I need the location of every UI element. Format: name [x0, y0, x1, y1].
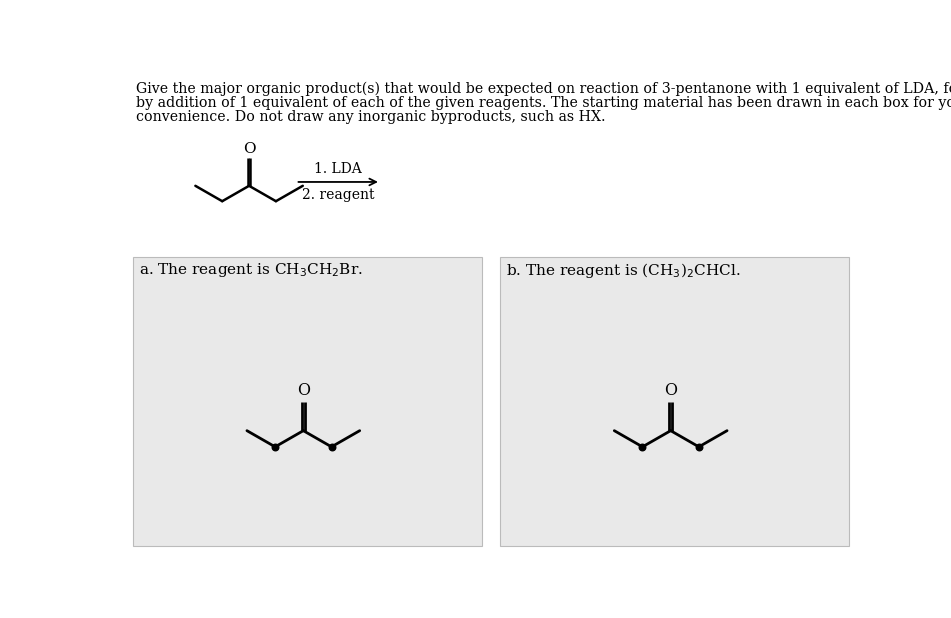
Bar [133, 258, 481, 546]
Text: convenience. Do not draw any inorganic byproducts, such as HX.: convenience. Do not draw any inorganic b… [136, 109, 606, 124]
Text: O: O [664, 382, 677, 399]
Bar [500, 258, 849, 546]
Text: 1. LDA: 1. LDA [315, 162, 362, 176]
Text: b. The reagent is (CH$_3$)$_2$CHCl.: b. The reagent is (CH$_3$)$_2$CHCl. [506, 261, 741, 281]
Text: Give the major organic product(s) that would be expected on reaction of 3-pentan: Give the major organic product(s) that w… [136, 82, 951, 96]
Text: by addition of 1 equivalent of each of the given reagents. The starting material: by addition of 1 equivalent of each of t… [136, 96, 951, 110]
Text: 2. reagent: 2. reagent [302, 188, 375, 202]
Text: O: O [243, 142, 256, 156]
Text: O: O [297, 382, 310, 399]
Text: a. The reagent is CH$_3$CH$_2$Br.: a. The reagent is CH$_3$CH$_2$Br. [139, 261, 363, 279]
